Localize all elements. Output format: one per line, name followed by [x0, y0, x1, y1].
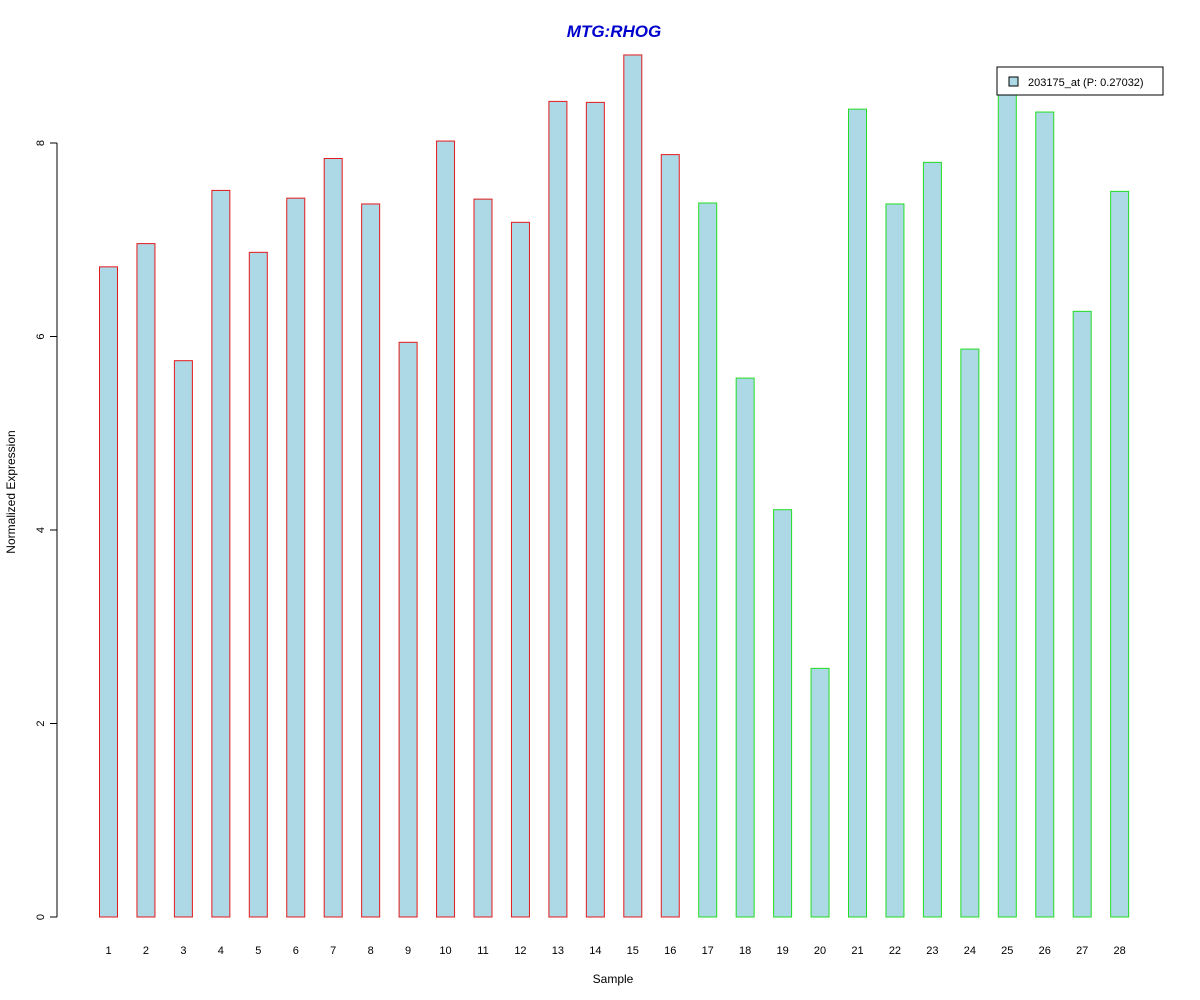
- x-tick-label: 6: [293, 945, 299, 957]
- x-tick-label: 18: [739, 945, 751, 957]
- x-tick-label: 26: [1039, 945, 1051, 957]
- bar-sample-2: [136, 243, 156, 918]
- bar-sample-28: [1110, 190, 1130, 918]
- bar-sample-24: [960, 348, 980, 918]
- x-tick-label: 24: [964, 945, 976, 957]
- x-tick-label: 4: [218, 945, 224, 957]
- x-tick-label: 13: [552, 945, 564, 957]
- bar-sample-20: [810, 667, 830, 918]
- y-axis: 0 2 4 6 8: [35, 140, 58, 920]
- y-tick-label: 2: [35, 720, 47, 726]
- legend-box: [996, 66, 1164, 96]
- x-tick-label: 17: [702, 945, 714, 957]
- bar-sample-8: [361, 203, 381, 918]
- x-tick-labels: 1 2 3 4 5 6 7 8 9 10 11 12 13 14 15 16 17 18 19 20 21 22 23 24 2…: [105, 945, 1125, 957]
- bar-sample-3: [173, 360, 193, 918]
- bar-sample-10: [436, 140, 456, 918]
- bar-sample-14: [585, 101, 605, 918]
- bar-sample-25: [997, 89, 1017, 918]
- y-tick-label: 0: [35, 914, 47, 920]
- x-tick-label: 27: [1076, 945, 1088, 957]
- bar-sample-15: [623, 54, 643, 918]
- bar-sample-22: [885, 203, 905, 918]
- bar-sample-6: [286, 197, 306, 918]
- bar-sample-23: [922, 161, 942, 918]
- bar-sample-17: [698, 202, 718, 918]
- x-tick-label: 7: [330, 945, 336, 957]
- bar-sample-4: [211, 189, 231, 918]
- bar-sample-26: [1035, 111, 1055, 918]
- chart-title: MTG:RHOG: [567, 22, 661, 41]
- y-tick-label: 4: [35, 527, 47, 533]
- x-tick-label: 3: [180, 945, 186, 957]
- x-tick-label: 28: [1114, 945, 1126, 957]
- y-tick-label: 8: [35, 140, 47, 146]
- x-tick-label: 11: [477, 945, 488, 957]
- x-tick-label: 22: [889, 945, 901, 957]
- x-tick-label: 16: [664, 945, 676, 957]
- bar-sample-18: [735, 377, 755, 918]
- bar-sample-7: [323, 157, 343, 918]
- x-tick-label: 2: [143, 945, 149, 957]
- x-tick-label: 23: [926, 945, 938, 957]
- bar-sample-21: [848, 108, 867, 918]
- x-tick-label: 5: [255, 945, 261, 957]
- x-tick-label: 12: [514, 945, 526, 957]
- x-tick-label: 14: [589, 945, 601, 957]
- x-tick-label: 20: [814, 945, 826, 957]
- x-axis-label: Sample: [593, 972, 634, 986]
- x-tick-label: 15: [627, 945, 639, 957]
- legend-label: 203175_at (P: 0.27032): [1028, 77, 1144, 89]
- bar-sample-5: [248, 251, 268, 918]
- legend-swatch: [1008, 76, 1019, 87]
- x-tick-label: 19: [776, 945, 788, 957]
- bar-sample-16: [660, 154, 680, 918]
- x-tick-label: 21: [851, 945, 863, 957]
- bars-group: [99, 54, 1130, 918]
- bar-sample-11: [473, 198, 493, 918]
- y-tick-label: 6: [35, 333, 47, 339]
- bar-sample-12: [510, 221, 530, 918]
- x-tick-label: 10: [439, 945, 451, 957]
- bar-sample-19: [773, 509, 793, 918]
- bar-sample-13: [548, 100, 568, 918]
- x-tick-label: 8: [368, 945, 374, 957]
- x-tick-label: 1: [105, 945, 111, 957]
- y-axis-label: Normalized Expression: [4, 430, 18, 553]
- bar-sample-9: [398, 341, 418, 918]
- legend: 203175_at (P: 0.27032): [996, 66, 1164, 96]
- bar-sample-1: [99, 266, 118, 918]
- x-tick-label: 9: [405, 945, 411, 957]
- bar-sample-27: [1072, 310, 1092, 918]
- x-tick-label: 25: [1001, 945, 1013, 957]
